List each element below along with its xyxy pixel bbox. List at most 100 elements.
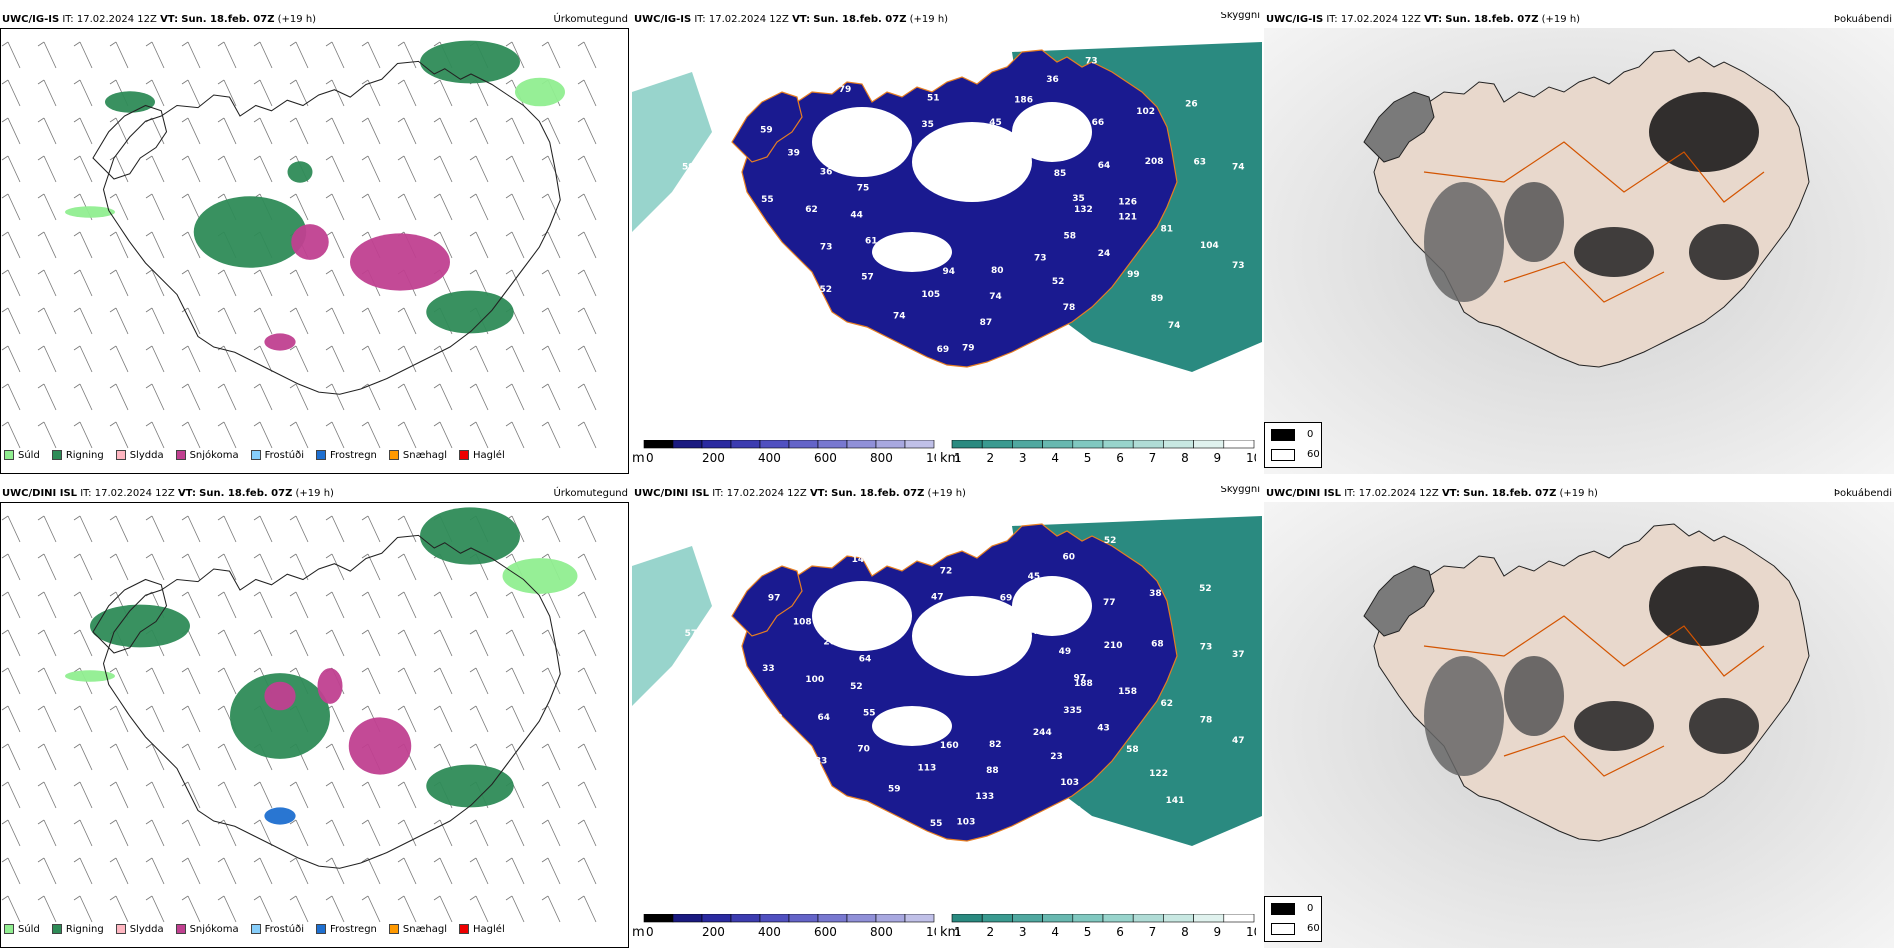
wind-barb	[439, 591, 453, 619]
wind-barb	[1, 345, 9, 351]
ceiling-value-label: 122	[1149, 769, 1168, 779]
wind-barb	[511, 629, 525, 657]
wind-barb	[253, 629, 261, 635]
wind-barb	[331, 421, 345, 449]
fog-area	[1689, 224, 1759, 280]
valid-time: Sun. 18.feb. 07Z	[1463, 488, 1557, 499]
wind-barb	[7, 667, 21, 695]
wind-barb	[223, 41, 237, 69]
colorbar-segment	[1132, 440, 1164, 449]
wind-barb	[325, 117, 333, 123]
wind-barb	[145, 231, 153, 237]
wind-barb	[367, 819, 381, 847]
wind-barb	[115, 421, 129, 449]
wind-barb	[1, 857, 9, 863]
wind-barb	[331, 895, 345, 923]
wind-barb	[109, 781, 117, 787]
wind-barb	[289, 269, 297, 275]
wind-barb	[469, 705, 477, 711]
ceiling-value-label: 52	[850, 682, 863, 692]
lead-time: (+19 h)	[1559, 488, 1598, 499]
wind-barb	[397, 781, 405, 787]
wind-barb	[505, 705, 513, 711]
wind-barb	[109, 819, 117, 825]
wind-barb	[7, 781, 21, 809]
wind-barb	[325, 781, 333, 787]
ceiling-value-label: 208	[1145, 157, 1164, 167]
wind-barb	[145, 307, 153, 313]
ceiling-value-label: 44	[883, 160, 896, 170]
precip-area	[264, 333, 296, 351]
wind-barb	[79, 895, 93, 923]
wind-barb	[361, 667, 369, 673]
ceiling-value-label: 49	[1059, 647, 1072, 657]
wind-barb	[577, 307, 585, 313]
legend-swatch	[115, 450, 126, 460]
ceiling-value-label: 104	[739, 100, 758, 110]
wind-barb	[73, 307, 81, 313]
wind-barb	[115, 857, 129, 885]
wind-barb	[43, 515, 57, 543]
wind-barb	[187, 895, 201, 923]
wind-barb	[217, 117, 225, 123]
wind-barb	[181, 41, 189, 47]
ceiling-value-label: 47	[1232, 736, 1245, 746]
ceiling-value-label: 280	[1063, 806, 1082, 816]
wind-barb	[439, 857, 453, 885]
wind-barb	[289, 781, 297, 787]
ceiling-value-label: 75	[1057, 819, 1070, 829]
wind-barb	[115, 515, 129, 543]
wind-barb	[217, 345, 225, 351]
wind-barb	[331, 591, 345, 619]
colorbar-tick-label: 1000	[926, 925, 936, 939]
wind-barb	[289, 629, 297, 635]
wind-barb	[7, 155, 21, 183]
wind-barb	[253, 79, 261, 85]
wind-barb	[577, 667, 585, 673]
wind-barb	[439, 629, 453, 657]
valid-time-label: VT:	[1424, 14, 1443, 25]
wind-barb	[37, 629, 45, 635]
ceiling-value-label: 109	[868, 608, 887, 618]
wind-barb	[145, 553, 153, 559]
wind-barb	[79, 383, 93, 411]
wind-barb	[289, 193, 297, 199]
wind-barb	[403, 781, 417, 809]
wind-barb	[403, 307, 417, 335]
colorbar-segment	[904, 440, 935, 449]
wind-barb	[217, 553, 225, 559]
wind-barb	[1, 591, 9, 597]
wind-barb	[187, 117, 201, 145]
wind-barb	[43, 345, 57, 373]
wind-barb	[511, 345, 525, 373]
iceland-outline	[102, 534, 561, 869]
wind-barb	[79, 553, 93, 581]
ceiling-value-label: 141	[1166, 796, 1185, 806]
ceiling-value-label: 74	[1232, 163, 1245, 173]
wind-barb	[325, 819, 333, 825]
wind-barb	[367, 421, 381, 449]
wind-barb	[511, 667, 525, 695]
ceiling-value-label: 97	[1074, 673, 1087, 683]
ceiling-value-label: 29	[682, 701, 695, 711]
wind-barb	[37, 857, 45, 863]
ceiling-value-label: 132	[1074, 205, 1093, 215]
wind-barb	[253, 117, 261, 123]
wind-barb	[397, 819, 405, 825]
wind-barb	[367, 193, 381, 221]
wind-barb	[223, 307, 237, 335]
ceiling-value-label: 56	[719, 181, 732, 191]
wind-barb	[37, 591, 45, 597]
wind-barb	[433, 41, 441, 47]
wind-barb	[469, 667, 477, 673]
colorbar-segment	[875, 440, 906, 449]
wind-barb	[37, 553, 45, 559]
wind-barb	[295, 41, 309, 69]
wind-barb	[37, 705, 45, 711]
wind-barb	[109, 705, 117, 711]
wind-barb	[547, 383, 561, 411]
wind-barb	[151, 857, 165, 885]
colorbar-segment	[1102, 440, 1134, 449]
colorbar-segment	[643, 440, 674, 449]
colorbar-segment	[672, 440, 703, 449]
